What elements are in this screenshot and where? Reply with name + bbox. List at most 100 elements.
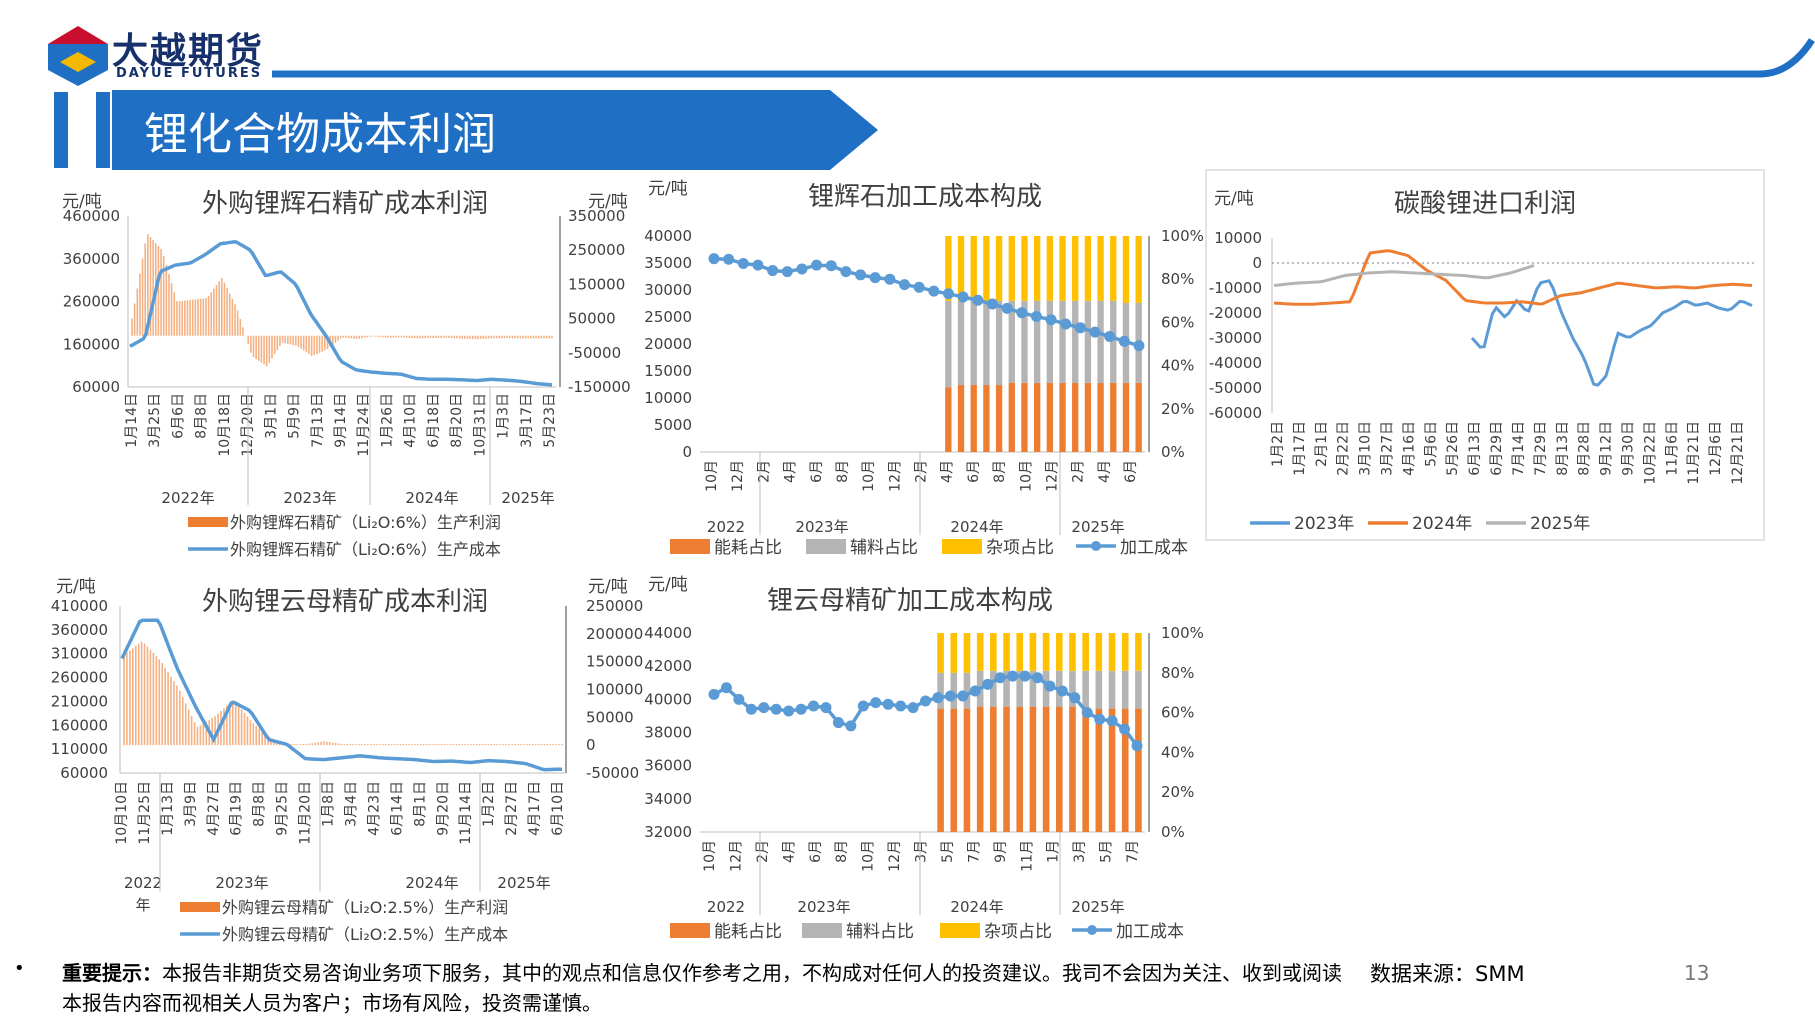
x-tick: 1月14日 xyxy=(124,393,140,448)
x-tick: 5月23日 xyxy=(542,393,558,448)
cost-point xyxy=(1044,680,1056,692)
line-2025 xyxy=(1273,264,1535,287)
cost-point xyxy=(972,294,984,306)
y-tick-left: 32000 xyxy=(644,823,692,841)
legend-swatch xyxy=(942,539,982,554)
disclaimer: 重要提示：本报告非期货交易咨询业务项下服务，其中的观点和信息仅作参考之用，不构成… xyxy=(62,958,1347,1018)
y-tick-left: 15000 xyxy=(644,362,692,380)
y-tick-left: -10000 xyxy=(1209,279,1262,297)
cost-point xyxy=(825,260,837,272)
legend-label: 杂项占比 xyxy=(986,538,1054,558)
legend-swatch-dot xyxy=(1091,541,1101,551)
cost-point xyxy=(796,263,808,275)
stack-bar-2 xyxy=(963,672,971,709)
cost-line xyxy=(129,240,553,387)
y-unit-left: 元/吨 xyxy=(62,192,102,212)
cost-point xyxy=(957,291,969,303)
stack-bar-3 xyxy=(1097,236,1104,301)
x-tick: 1月2日 xyxy=(1270,421,1286,467)
legend-swatch-profit xyxy=(188,517,228,527)
y-tick-left: 160000 xyxy=(63,335,120,353)
stack-bar-1 xyxy=(945,387,952,452)
legend-label: 加工成本 xyxy=(1120,538,1188,558)
cost-point xyxy=(1016,307,1028,319)
year-label: 2023年 xyxy=(283,489,336,507)
stack-bar-3 xyxy=(1055,633,1063,671)
cost-point xyxy=(733,693,745,705)
x-tick: 9月12日 xyxy=(1599,421,1615,476)
stack-bar-1 xyxy=(1042,706,1050,832)
x-tick: 2月 xyxy=(756,460,772,483)
stack-bar-2 xyxy=(1059,300,1066,383)
stack-bar-1 xyxy=(1029,706,1037,832)
x-tick: 8月 xyxy=(992,460,1008,483)
x-tick: 4月 xyxy=(781,840,797,863)
cost-point xyxy=(920,695,931,707)
y-tick-left: 25000 xyxy=(644,308,692,326)
cost-point xyxy=(745,703,757,715)
y-tick-left: 110000 xyxy=(51,740,108,758)
stack-bar-1 xyxy=(1110,382,1117,452)
y-unit-left: 元/吨 xyxy=(648,179,688,199)
x-tick: 6月29日 xyxy=(1489,421,1505,476)
y-tick-left: 34000 xyxy=(644,790,692,808)
stack-bar-1 xyxy=(1055,706,1063,832)
x-tick: 12月6日 xyxy=(1708,421,1724,476)
x-tick: 12月 xyxy=(728,840,744,872)
x-tick: 5月26日 xyxy=(1445,421,1461,476)
y-tick-left: -20000 xyxy=(1209,304,1262,322)
x-tick: 10月 xyxy=(702,840,718,872)
disclaimer-text: 本报告非期货交易咨询业务项下服务，其中的观点和信息仅作参考之用，不构成对任何人的… xyxy=(62,961,1342,1015)
stack-bar-3 xyxy=(1042,633,1050,671)
y-tick-right: 0 xyxy=(586,736,596,754)
y-tick-left: 210000 xyxy=(51,692,108,710)
y-tick-right: 250000 xyxy=(568,241,625,259)
year-label: 年 xyxy=(135,896,150,914)
legend-label-profit: 外购锂辉石精矿（Li₂O:6%）生产利润 xyxy=(230,513,501,532)
stack-bar-3 xyxy=(1121,633,1129,671)
year-label: 2023年 xyxy=(215,874,268,892)
x-tick: 3月1日 xyxy=(263,393,279,439)
cost-point xyxy=(781,266,793,278)
x-tick: 4月10日 xyxy=(403,393,419,448)
x-tick: 10月 xyxy=(861,460,877,492)
stack-bar-3 xyxy=(1008,236,1015,301)
x-tick: 3月10日 xyxy=(1358,421,1374,476)
logo-icon xyxy=(48,26,108,86)
cost-point xyxy=(845,720,857,732)
x-tick: 9月 xyxy=(993,840,1009,863)
stack-bar-3 xyxy=(1135,236,1142,303)
year-label: 2024年 xyxy=(405,489,458,507)
stack-bar-3 xyxy=(976,633,984,671)
x-tick: 3月17日 xyxy=(519,393,535,448)
data-source: 数据来源：SMM xyxy=(1370,962,1525,986)
cost-point xyxy=(982,678,994,690)
y-unit-left: 元/吨 xyxy=(1214,189,1254,209)
stack-bar-2 xyxy=(1003,670,1010,707)
cost-point xyxy=(723,253,735,265)
stack-bar-3 xyxy=(1016,633,1024,671)
x-tick: 1月3日 xyxy=(496,393,512,439)
y-tick-left: 38000 xyxy=(644,724,692,742)
chart-title: 锂云母精矿加工成本构成 xyxy=(767,586,1053,616)
y-tick-left: 44000 xyxy=(644,624,692,642)
x-tick: 8月 xyxy=(834,840,850,863)
y-tick-right: 20% xyxy=(1161,783,1194,801)
cost-point xyxy=(944,690,956,702)
cost-point xyxy=(907,702,919,714)
y-tick-left: 160000 xyxy=(51,716,108,734)
y-tick-left: 60000 xyxy=(72,378,120,396)
y-tick-right: 200000 xyxy=(586,625,643,643)
x-tick: 9月25日 xyxy=(275,781,291,836)
x-tick: 8月1日 xyxy=(412,781,428,827)
x-tick: 4月17日 xyxy=(527,781,543,836)
cost-point xyxy=(840,266,852,278)
stack-bar-2 xyxy=(1072,300,1079,383)
x-tick: 8月8日 xyxy=(252,781,268,827)
stack-bar-3 xyxy=(1084,236,1092,301)
cost-point xyxy=(720,682,732,694)
stack-bar-3 xyxy=(1122,236,1130,303)
cost-point xyxy=(869,272,881,284)
stack-bar-2 xyxy=(1016,670,1024,707)
